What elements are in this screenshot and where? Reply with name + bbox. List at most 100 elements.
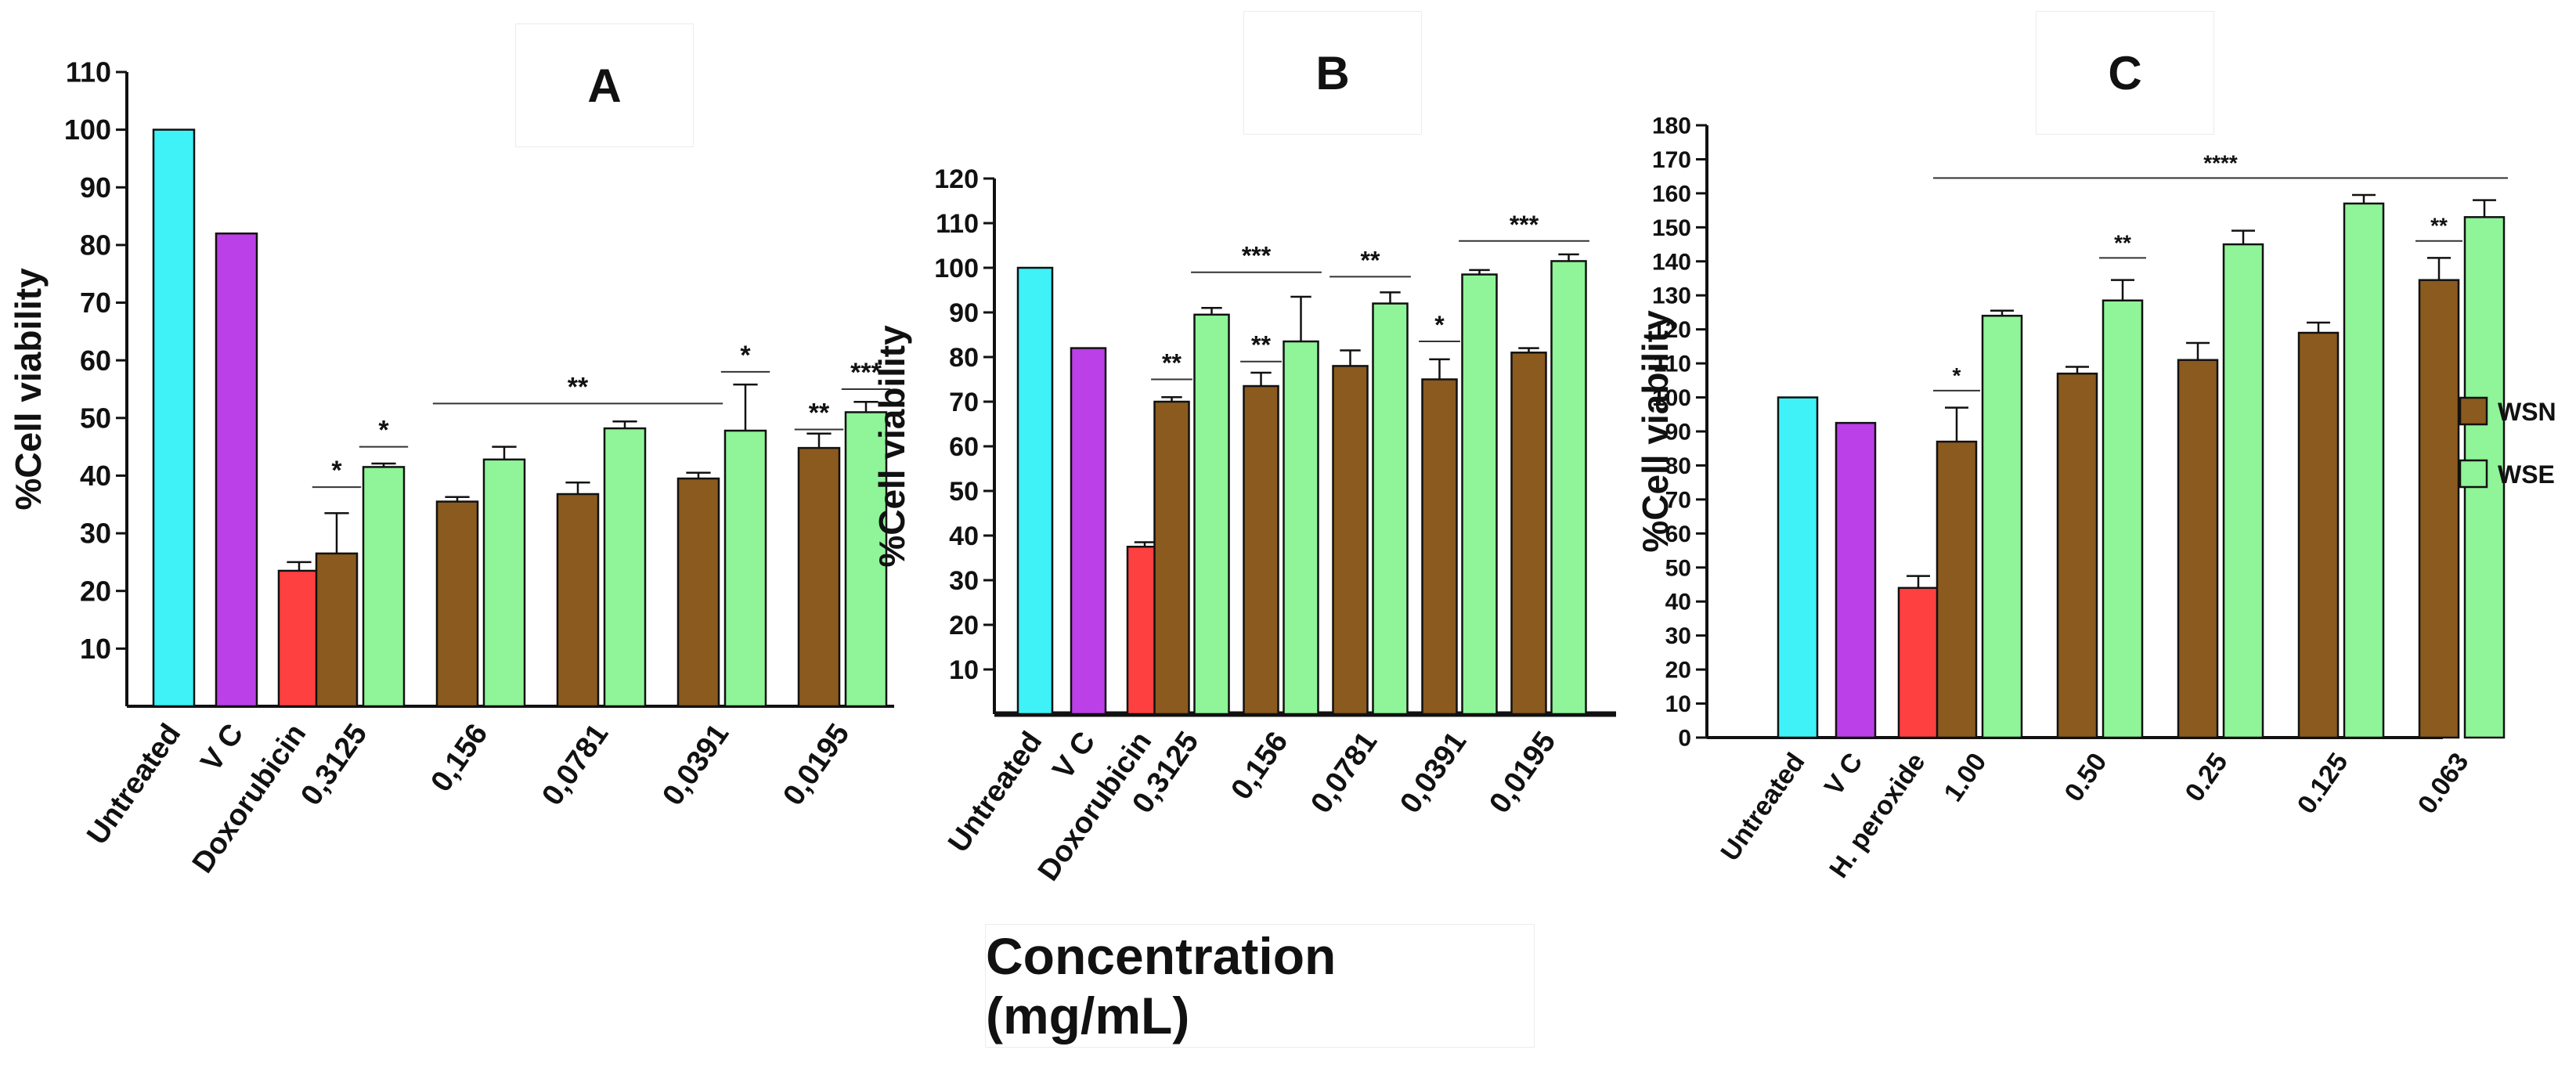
bar-untreated (1777, 396, 1819, 739)
y-tick-label: 90 (1665, 420, 1691, 446)
y-tick-label: 120 (1652, 317, 1691, 343)
y-tick-label: 50 (1665, 555, 1691, 581)
bar-wse (362, 466, 406, 708)
significance-mark: * (740, 341, 751, 370)
panel-c-chart: 0 10 20 30 40 50 60 70 80 90 100 110 120 130 140 150 160… (1635, 114, 2508, 883)
bar-wsn (2177, 359, 2219, 739)
x-tick-label: 1.00 (1938, 748, 1992, 807)
x-tick-label: Doxorubicin (186, 718, 313, 879)
y-tick-label: 100 (934, 254, 979, 283)
significance-mark: ** (1162, 349, 1182, 377)
x-tick-label: 0.50 (2058, 748, 2112, 807)
legend-label-wse: WSE (2498, 460, 2555, 489)
y-tick-label: 170 (1652, 147, 1691, 173)
bar-control (277, 569, 321, 708)
bar-wsn (1936, 440, 1978, 739)
x-tick-label: 0,0195 (1483, 726, 1562, 819)
y-tick-label: 60 (1665, 521, 1691, 547)
y-tick-label: 0 (1678, 726, 1691, 752)
y-axis-label: %Cell viability (1635, 310, 1676, 553)
significance-mark: ** (809, 399, 830, 428)
significance-mark: * (378, 416, 389, 446)
bar-wse (2222, 243, 2264, 739)
y-tick-label: 110 (1654, 352, 1691, 377)
bar-wse (482, 458, 526, 708)
bar-wse (2102, 299, 2144, 739)
y-tick-label: 20 (949, 611, 979, 640)
y-tick-label: 20 (80, 575, 111, 607)
y-tick-label: 70 (1665, 487, 1691, 513)
bar-untreated (152, 128, 196, 708)
y-axis-label: %Cell viability (871, 325, 912, 568)
x-tick-label: 0.125 (2292, 748, 2354, 820)
y-tick-label: 10 (80, 633, 111, 665)
x-tick-label: 0,0781 (1304, 726, 1384, 819)
panel-a-chart: 10 20 30 40 50 60 70 80 90 100 110 %Cell viability U… (8, 56, 894, 879)
bar-wsn (1510, 352, 1547, 716)
x-tick-label: 0.25 (2179, 748, 2233, 807)
y-tick-label: 30 (949, 566, 979, 596)
y-axis-label: %Cell viability (8, 268, 49, 511)
significance-mark: *** (850, 358, 882, 388)
y-tick-label: 160 (1652, 181, 1691, 207)
bar-wsn (435, 500, 479, 708)
bar-wsn (556, 493, 600, 708)
y-tick-label: 90 (949, 298, 979, 328)
x-tick-label: 0,0781 (536, 718, 615, 811)
y-tick-label: 30 (1665, 623, 1691, 649)
bar-wsn (1421, 378, 1458, 716)
x-tick-label: 0.063 (2412, 748, 2475, 820)
bar-wsn (315, 552, 359, 708)
significance-mark: ** (1251, 331, 1271, 359)
bar-wse (723, 429, 767, 708)
legend: WSN WSE (2459, 396, 2556, 489)
x-tick-label: Untreated (81, 718, 187, 850)
bar-wsn (1153, 400, 1190, 716)
bar-wse (844, 411, 888, 708)
panel-c-label: C (2036, 11, 2214, 135)
y-tick-label: 10 (949, 655, 979, 685)
significance-mark: * (331, 456, 342, 485)
y-tick-label: 50 (80, 402, 111, 434)
y-tick-label: 70 (949, 388, 979, 417)
x-axis-title: Concentration (mg/mL) (985, 924, 1535, 1048)
panel-b-chart: 10 20 30 40 50 60 70 80 90 100 110 120 %Cell viabili… (871, 164, 1616, 887)
x-tick-label: V C (1819, 748, 1869, 801)
bar-untreated (1016, 266, 1054, 716)
y-tick-label: 60 (949, 432, 979, 462)
bar-wse (1981, 315, 2023, 739)
bar-wsn (2056, 372, 2098, 739)
bar-wsn (2297, 331, 2340, 739)
y-tick-label: 80 (949, 343, 979, 373)
legend-label-wsn: WSN (2498, 398, 2556, 426)
y-tick-label: 120 (934, 164, 979, 194)
y-tick-label: 10 (1665, 691, 1691, 717)
y-tick-label: 100 (64, 114, 111, 146)
significance-mark: * (1434, 311, 1445, 339)
y-tick-label: 150 (1652, 215, 1691, 241)
significance-mark: ** (568, 372, 589, 402)
bar-wse (1193, 313, 1230, 716)
significance-mark: ** (2430, 214, 2448, 238)
significance-mark: ** (2114, 230, 2131, 254)
legend-swatch-wse (2459, 459, 2488, 489)
bar-wsn (1243, 384, 1279, 716)
y-tick-label: 20 (1665, 658, 1691, 684)
significance-mark: * (1953, 363, 1961, 388)
bar-control (1897, 586, 1939, 739)
y-tick-label: 90 (80, 171, 111, 204)
bar-wse (603, 427, 647, 708)
significance-mark: *** (1242, 242, 1272, 270)
y-tick-label: 50 (949, 477, 979, 507)
x-tick-label: Untreated (1715, 748, 1810, 867)
bar-vc (1070, 347, 1107, 716)
y-tick-label: 40 (949, 521, 979, 551)
bar-wse (1283, 340, 1319, 716)
x-tick-label: Untreated (942, 726, 1048, 858)
y-tick-label: 40 (80, 460, 111, 492)
bar-wsn (676, 477, 720, 708)
x-tick-label: 0,0391 (1394, 726, 1473, 819)
bar-wsn (797, 446, 841, 708)
x-tick-label: 0,156 (1225, 726, 1294, 806)
significance-mark: **** (2203, 150, 2238, 175)
